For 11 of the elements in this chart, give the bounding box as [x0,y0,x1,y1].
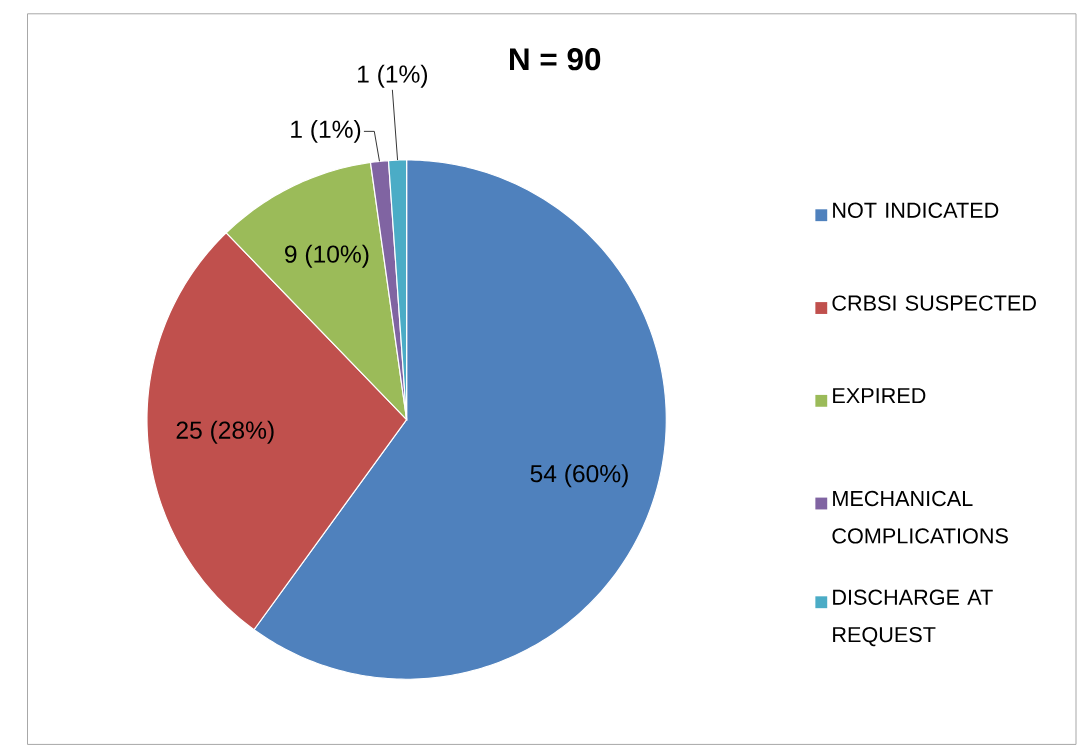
legend-label: EXPIRED [833,388,926,403]
data-label: 1 (1%) [291,119,361,143]
data-label: 9 (10%) [285,244,369,268]
legend-label: CRBSI SUSPECTED [832,295,1036,311]
chart-title: N = 90 [510,47,601,71]
legend-label: DISCHARGE AT REQUEST [833,589,993,646]
data-label: 1 (1%) [358,64,428,88]
legend-label: NOT INDICATED [833,202,999,218]
data-label: 54 (60%) [530,464,628,488]
legend-label: MECHANICAL COMPLICATIONS [832,490,1008,544]
data-label: 25 (28%) [176,420,274,444]
